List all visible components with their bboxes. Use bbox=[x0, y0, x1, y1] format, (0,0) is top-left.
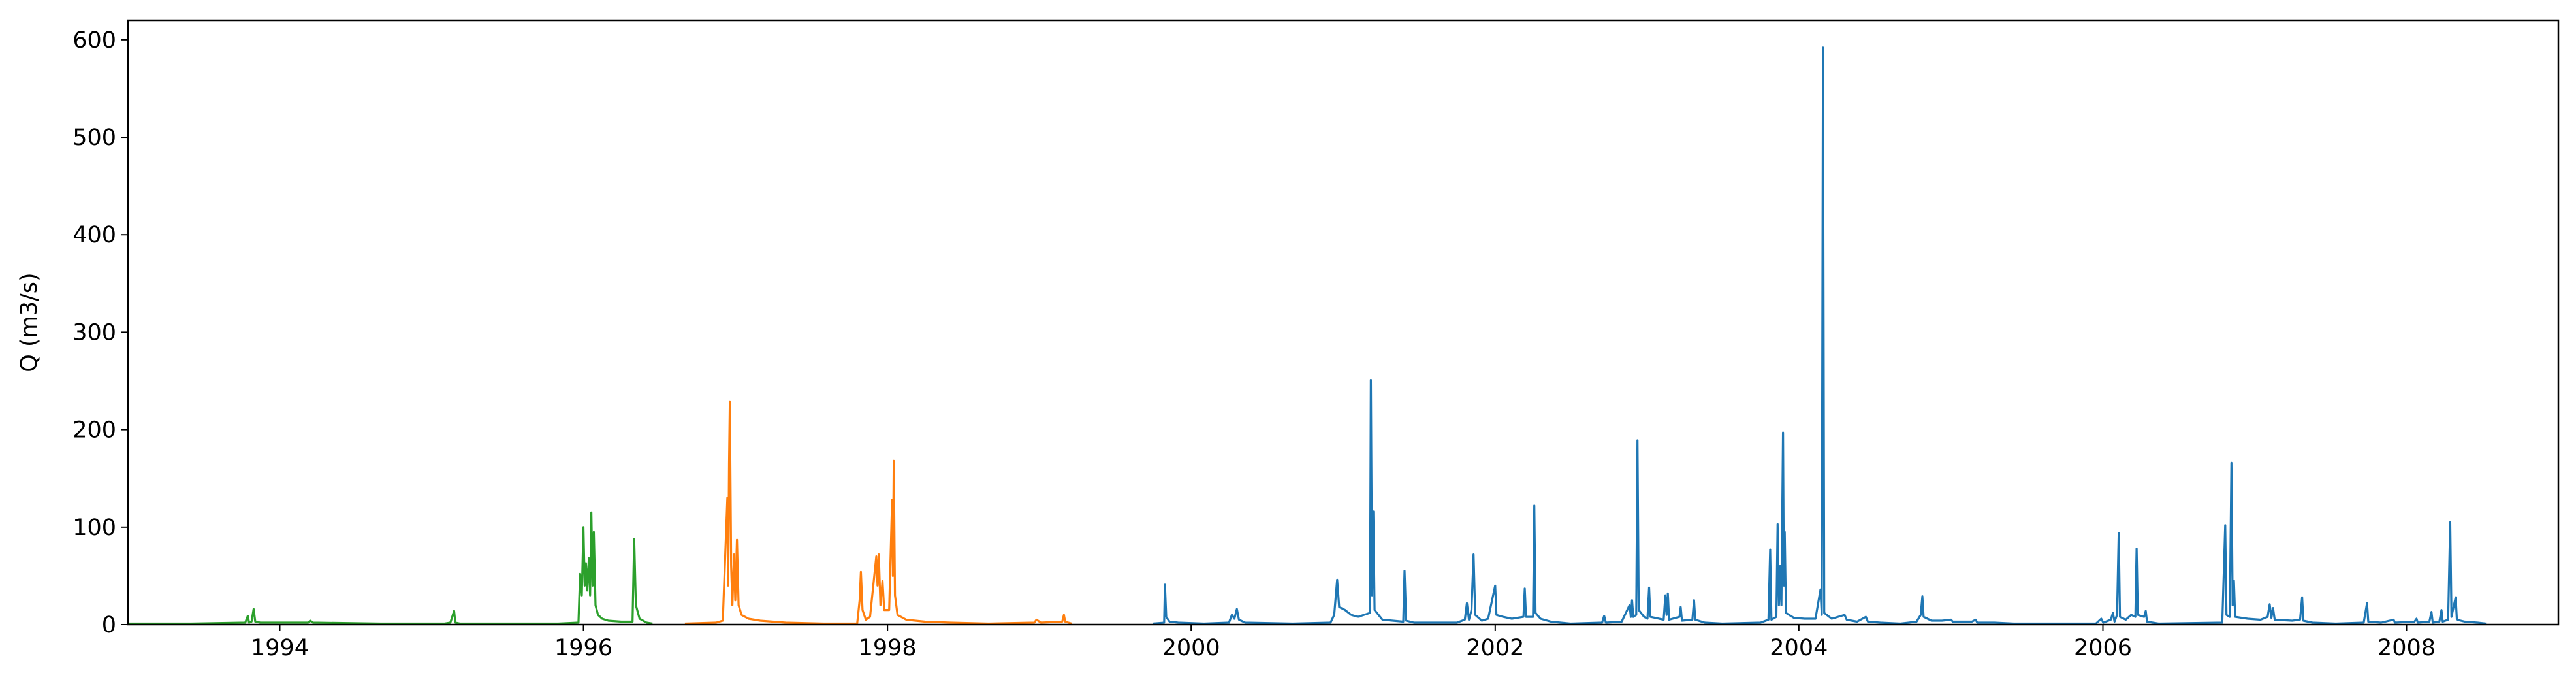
y-tick-label: 200 bbox=[72, 418, 116, 444]
x-tick-label: 2008 bbox=[2377, 635, 2436, 661]
x-tick-label: 1994 bbox=[251, 635, 309, 661]
x-axis: 1994 1996 1998 2000 2002 2004 2006 2008 bbox=[251, 625, 2436, 661]
x-tick-label: 1998 bbox=[859, 635, 917, 661]
plot-lines bbox=[128, 46, 2487, 625]
series-line-1 bbox=[128, 511, 653, 625]
x-tick-label: 2006 bbox=[2074, 635, 2132, 661]
x-tick-label: 2002 bbox=[1466, 635, 1524, 661]
plot-frame bbox=[127, 19, 2560, 626]
y-tick-label: 100 bbox=[72, 515, 116, 541]
y-tick-label: 0 bbox=[102, 612, 116, 638]
y-tick-label: 400 bbox=[72, 222, 116, 248]
y-tick-label: 500 bbox=[72, 125, 116, 151]
x-tick-label: 2004 bbox=[1770, 635, 1828, 661]
x-tick-label: 1996 bbox=[554, 635, 612, 661]
y-axis-label: Q (m3/s) bbox=[16, 272, 42, 372]
y-axis: 0 100 200 300 400 500 600 bbox=[72, 27, 128, 638]
series-line-2 bbox=[684, 400, 1072, 625]
y-tick-label: 600 bbox=[72, 27, 116, 54]
series-line-3 bbox=[1153, 46, 2487, 625]
y-tick-label: 300 bbox=[72, 319, 116, 346]
x-tick-label: 2000 bbox=[1162, 635, 1220, 661]
